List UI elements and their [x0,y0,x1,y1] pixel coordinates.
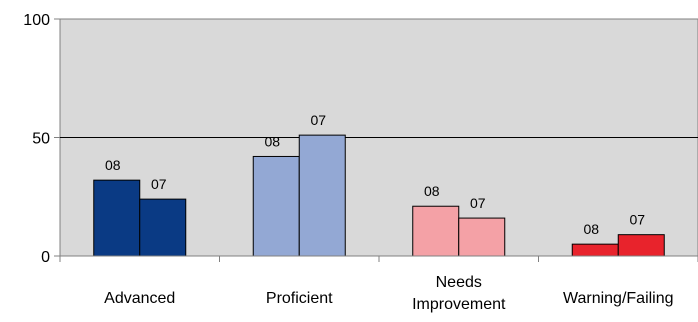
category-label: Improvement [412,296,506,313]
bar-data-label: 08 [105,157,121,173]
bar [458,217,506,257]
bar-data-label: 07 [310,112,326,128]
bar [571,243,619,257]
bars-group [93,134,665,257]
category-label: Advanced [104,290,175,307]
y-tick-label: 100 [23,12,50,29]
bar [93,179,141,257]
category-label: Warning/Failing [563,290,674,307]
labels-group: 0 50 100 08 07 Advanced 08 07 Proficient 08 07 Need… [23,12,673,313]
bar [298,134,346,257]
bar-data-label: 08 [424,183,440,199]
category-label: Needs [436,274,482,291]
bar-data-label: 07 [470,195,486,211]
y-tick-label: 0 [41,249,50,266]
y-tick-label: 50 [32,131,50,148]
bar [252,155,300,257]
bar [139,198,187,257]
bar-data-label: 08 [583,221,599,237]
bar-data-label: 08 [264,133,280,149]
category-label: Proficient [266,290,333,307]
bar [617,234,665,257]
bar-data-label: 07 [151,176,167,192]
bar [412,205,460,257]
bar-data-label: 07 [629,212,645,228]
axes-group [54,18,698,262]
